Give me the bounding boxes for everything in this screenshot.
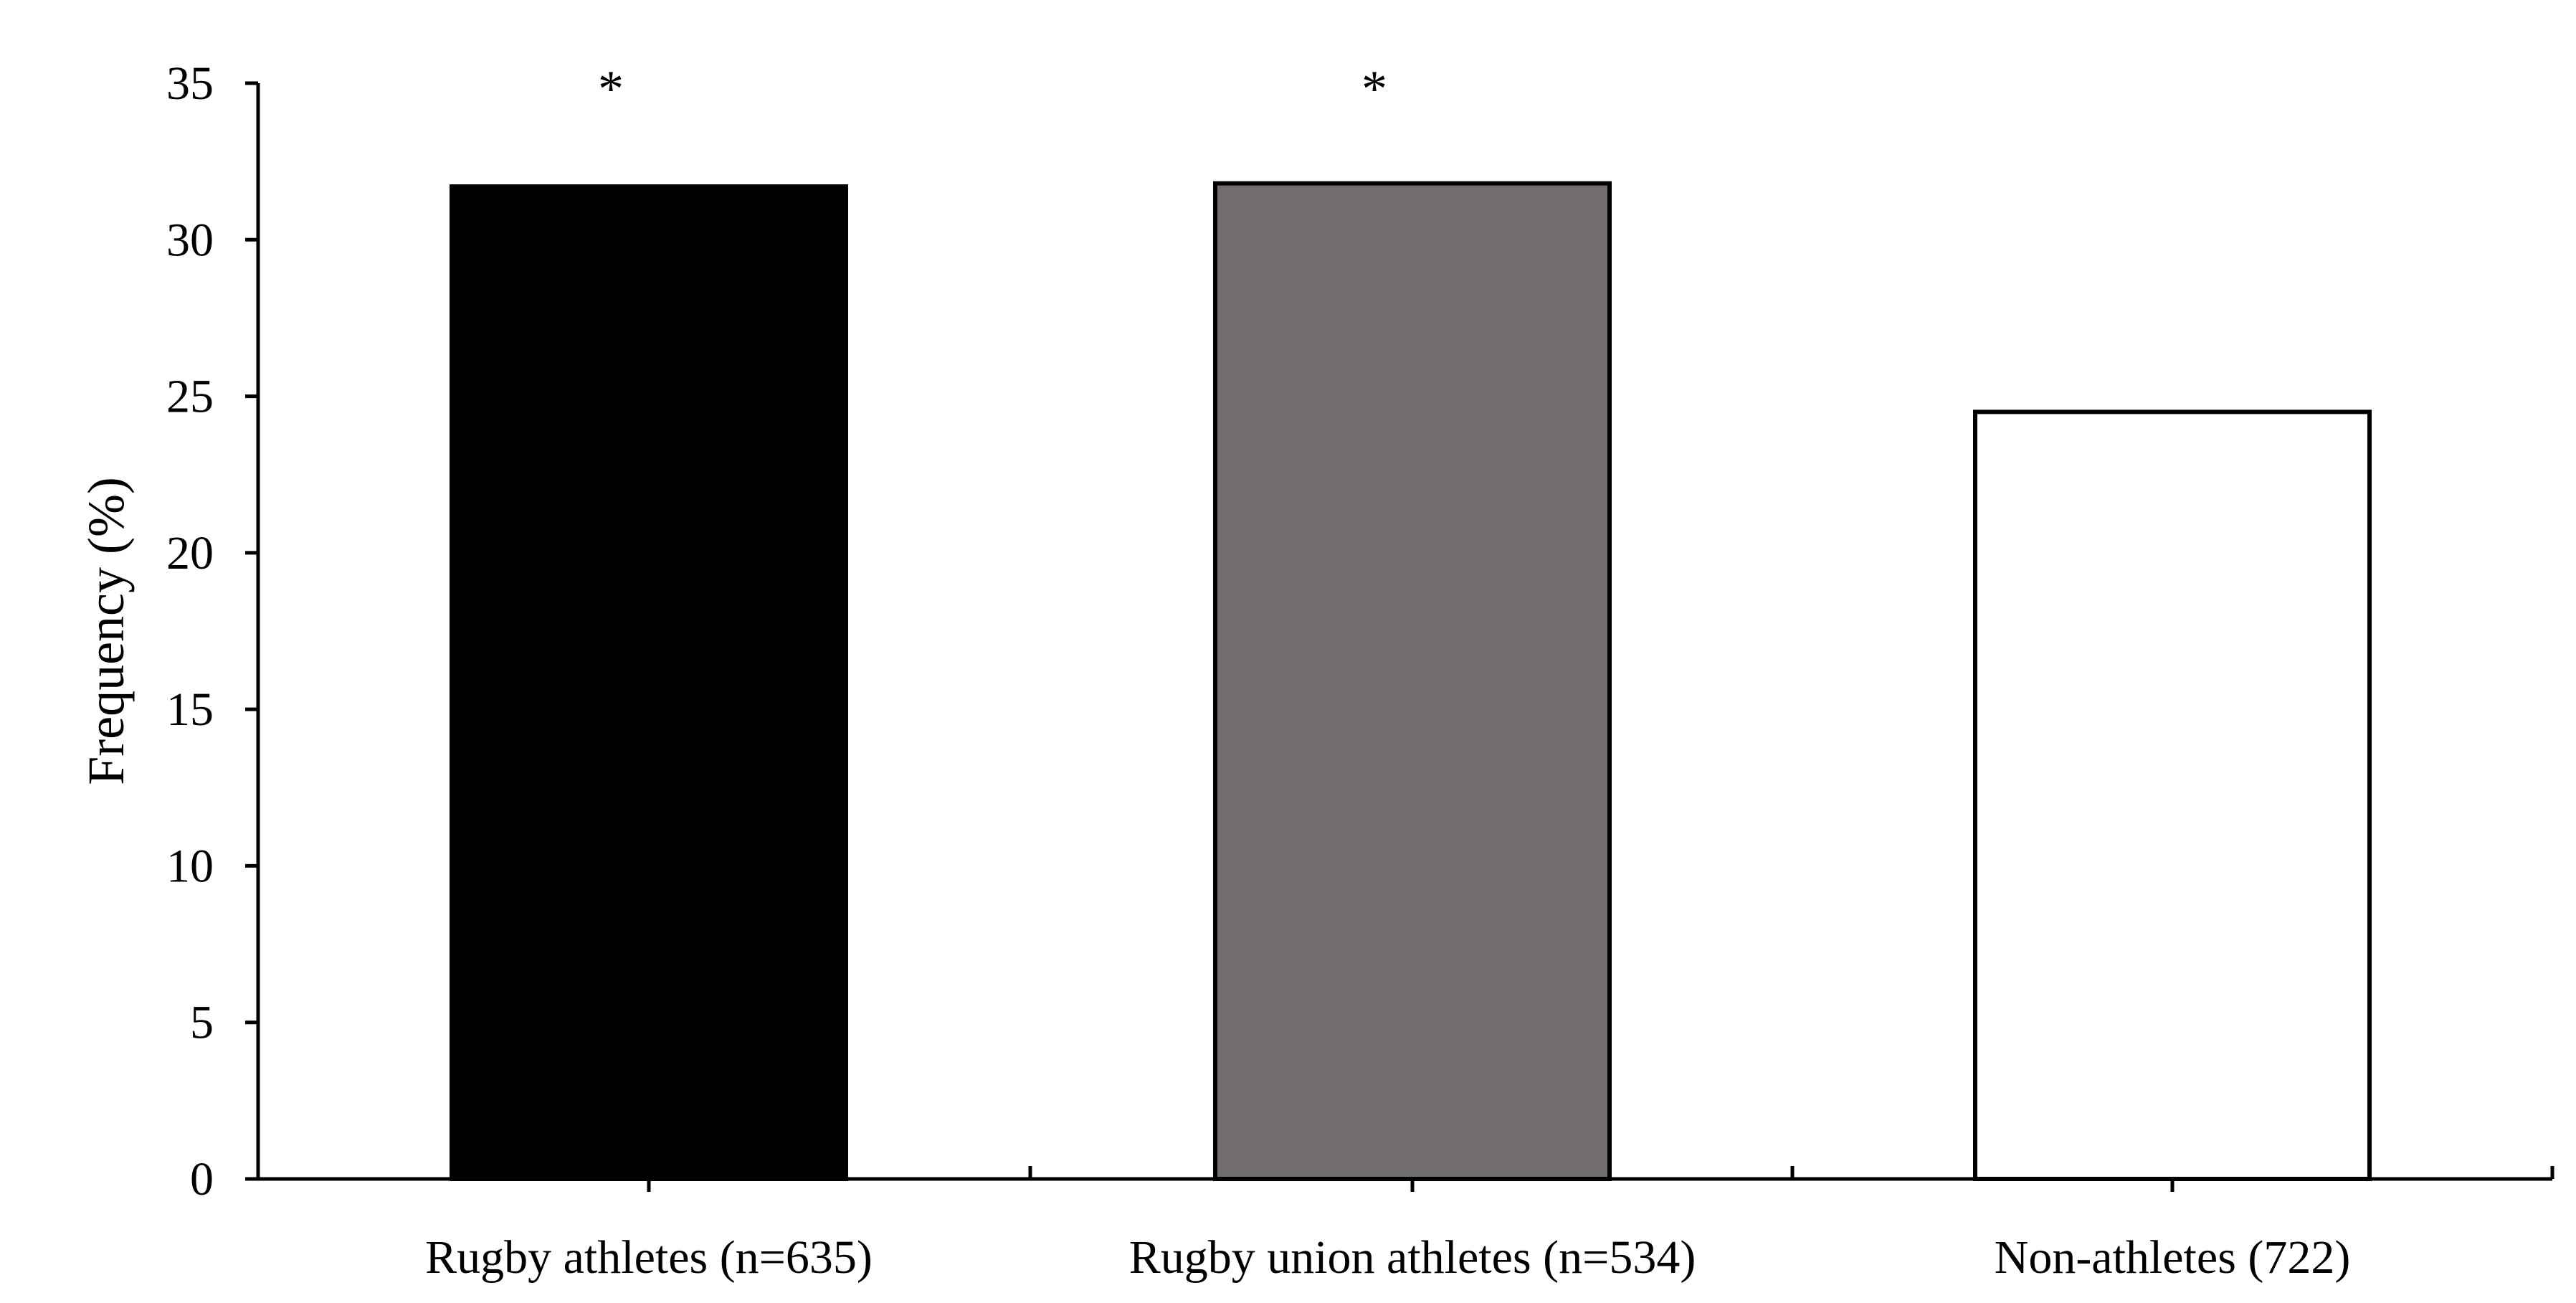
y-tick-label-0: 0	[190, 1153, 214, 1205]
bar-2	[1213, 181, 1612, 1181]
category-label-3: Non-athletes (722)	[1995, 1231, 2351, 1284]
category-label-2: Rugby union athletes (n=534)	[1129, 1231, 1696, 1284]
y-tick-label-25: 25	[166, 371, 214, 423]
category-label-1: Rugby athletes (n=635)	[425, 1231, 873, 1284]
bar-1	[450, 184, 848, 1181]
bar-3	[1973, 409, 2372, 1181]
y-tick-label-10: 10	[166, 840, 214, 892]
y-tick-label-35: 35	[166, 57, 214, 110]
y-tick-label-5: 5	[190, 997, 214, 1049]
bars-group	[450, 181, 2372, 1181]
y-tick-label-15: 15	[166, 683, 214, 736]
y-tick-label-20: 20	[166, 527, 214, 579]
significance-marker-2: *	[1361, 60, 1387, 118]
y-axis-title: Frequency (%)	[77, 477, 135, 785]
significance-marker-1: *	[598, 60, 624, 118]
labels-group: * * 0 5 10 15 20 25 30 35 Rugby athletes (n=635) Ru…	[166, 57, 2350, 1284]
y-tick-label-30: 30	[166, 214, 214, 266]
axes-group	[245, 81, 2554, 1192]
